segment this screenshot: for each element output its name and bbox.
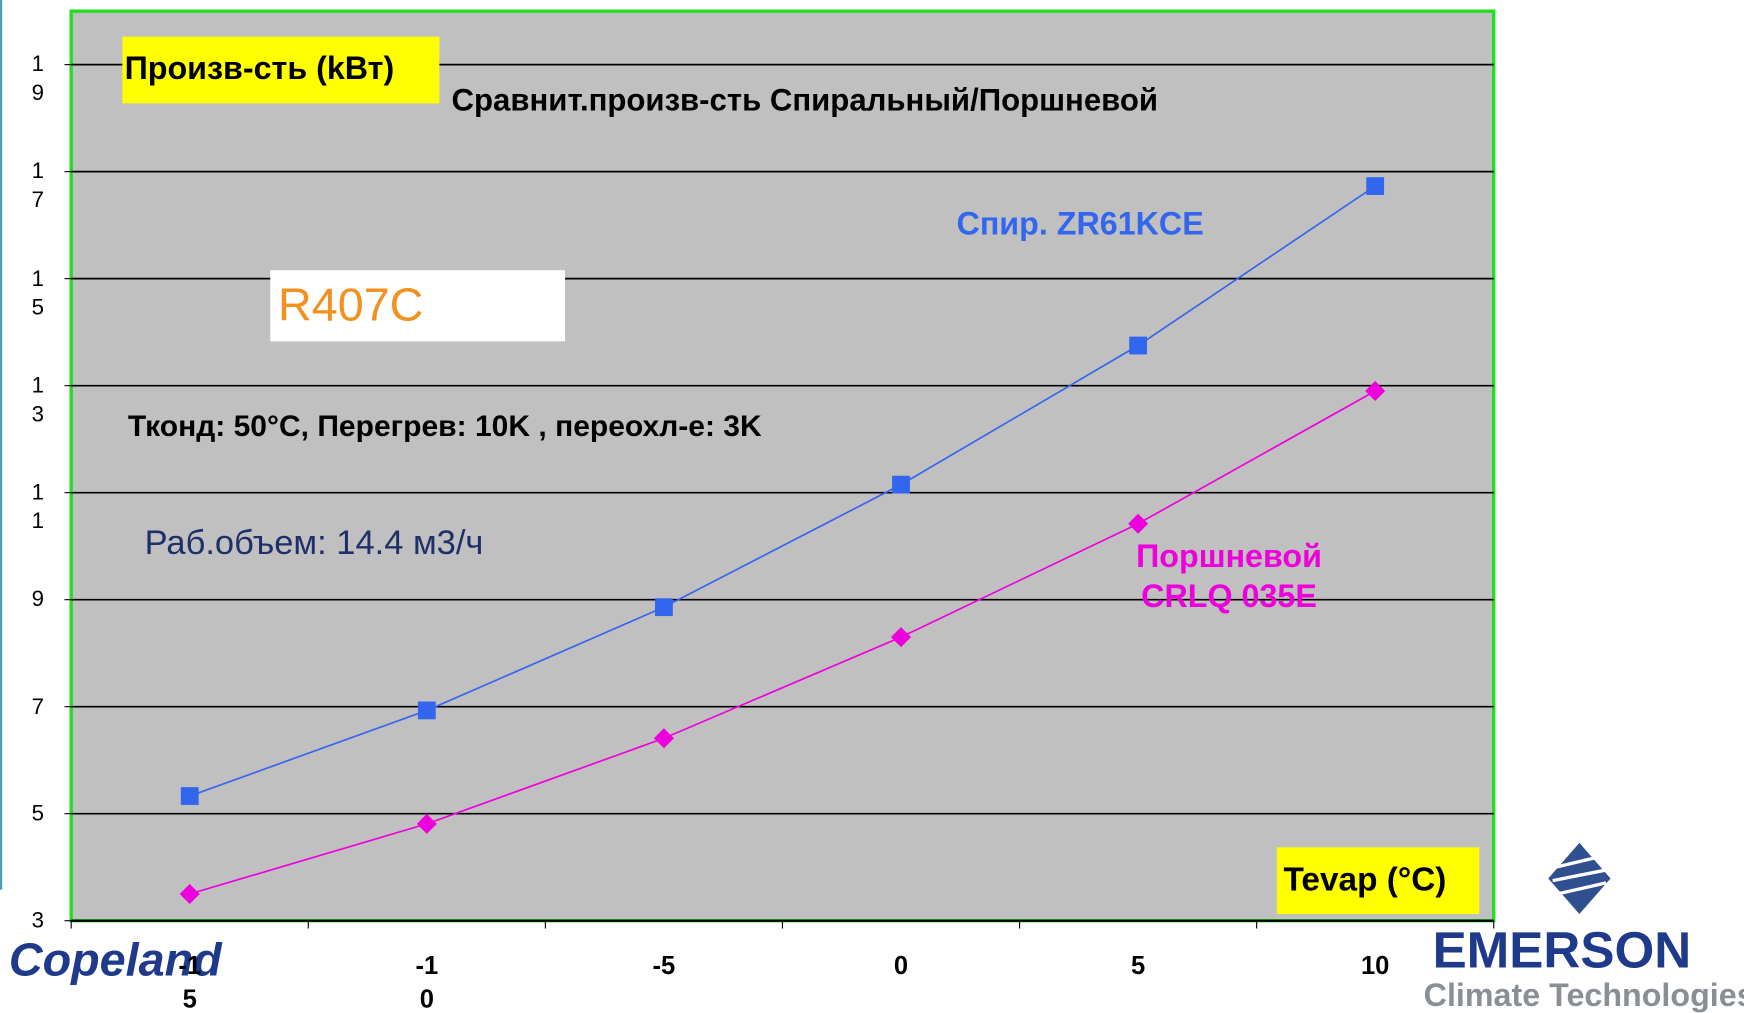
marker [655,598,673,617]
refrigerant: R407C [278,278,423,330]
x-tick-label: -5 [652,950,676,980]
y-tick-label-fo: 5 [31,801,45,826]
logo-left: Copeland [9,933,223,985]
y-tick-label-fo: 13 [31,373,45,427]
series-line [189,390,1376,895]
marker [417,701,436,720]
y-tick-label-fo: 11 [31,480,45,534]
y-tick-label: 11 [31,480,45,534]
y-axis-label: Произв-сть (kВт) [124,51,395,87]
logo-right-sub: Climate Technologies [1424,977,1744,1013]
series-label-fo: Поршневой CRLQ 035E [1136,539,1322,615]
y-tick-label: 7 [31,694,45,719]
marker [891,627,912,648]
y-tick-label-fo: 15 [31,266,45,320]
emerson-mark [1548,842,1611,915]
series-label-fo: Спир. ZR61KCE [956,206,1204,243]
y-tick-label-fo: 9 [31,587,45,612]
x-tick-label: 10 [1360,950,1390,980]
x-tick-label-fo: -5 [652,950,676,980]
x-tick-label-fo: -10 [415,950,439,1013]
y-tick-label: 9 [31,587,45,612]
x-tick-label-fo: 0 [893,950,909,980]
marker [892,475,910,494]
marker [1129,336,1148,355]
x-tick-label: 0 [893,950,909,980]
x-tick-label-fo: 5 [1130,950,1146,980]
chart-title: Сравнит.произв-сть Спиральный/Поршневой [452,83,1159,118]
marker [179,883,200,904]
y-tick-label: 15 [31,266,45,320]
series-label: Спир. ZR61KCE [956,206,1204,243]
x-tick-label-fo: -15 [178,950,202,1013]
y-tick-label-fo: 7 [31,694,45,719]
annotation: Раб.объем: 14.4 м3/ч [145,524,484,562]
x-tick-label: 5 [1130,950,1146,980]
x-axis-label: Tevap (°C) [1284,862,1447,899]
marker [180,787,199,805]
refrigerant-box [270,270,566,342]
x-tick-label: -10 [415,950,439,1013]
x-tick-label: -15 [178,950,202,1013]
series-line [189,185,1376,797]
y-tick-label: 13 [31,373,45,427]
x-tick-label-fo: 10 [1360,950,1390,980]
marker [1366,177,1385,195]
y-tick-label: 5 [31,801,45,826]
y-tick-label: 3 [31,908,45,933]
y-tick-label-fo: 3 [31,908,45,933]
marker [653,728,674,749]
y-tick-label-fo: 19 [31,52,45,106]
y-tick-label: 17 [31,159,45,213]
marker [1365,380,1386,402]
marker [1128,513,1149,534]
series-label: Поршневой CRLQ 035E [1136,539,1322,615]
y-tick-label-fo: 17 [31,159,45,213]
y-label-box [122,36,440,104]
y-label-fo: Произв-сть (kВт) [124,51,395,87]
y-tick-label: 19 [31,52,45,106]
logo-right: EMERSON [1433,922,1692,979]
x-label-box [1276,847,1480,915]
annotation: Тконд: 50°C, Перегрев: 10K , переохл-е: … [128,410,762,443]
